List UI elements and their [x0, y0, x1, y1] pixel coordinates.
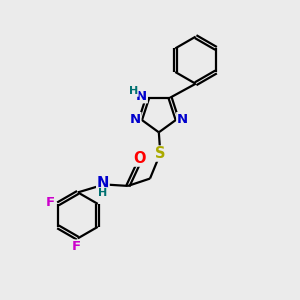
Text: N: N: [177, 112, 188, 126]
Text: N: N: [97, 176, 109, 191]
Text: N: N: [136, 90, 147, 103]
Text: F: F: [46, 196, 55, 209]
Text: F: F: [72, 240, 81, 253]
Text: H: H: [98, 188, 107, 198]
Text: S: S: [155, 146, 166, 161]
Text: O: O: [134, 151, 146, 166]
Text: N: N: [130, 112, 141, 126]
Text: H: H: [129, 86, 138, 96]
